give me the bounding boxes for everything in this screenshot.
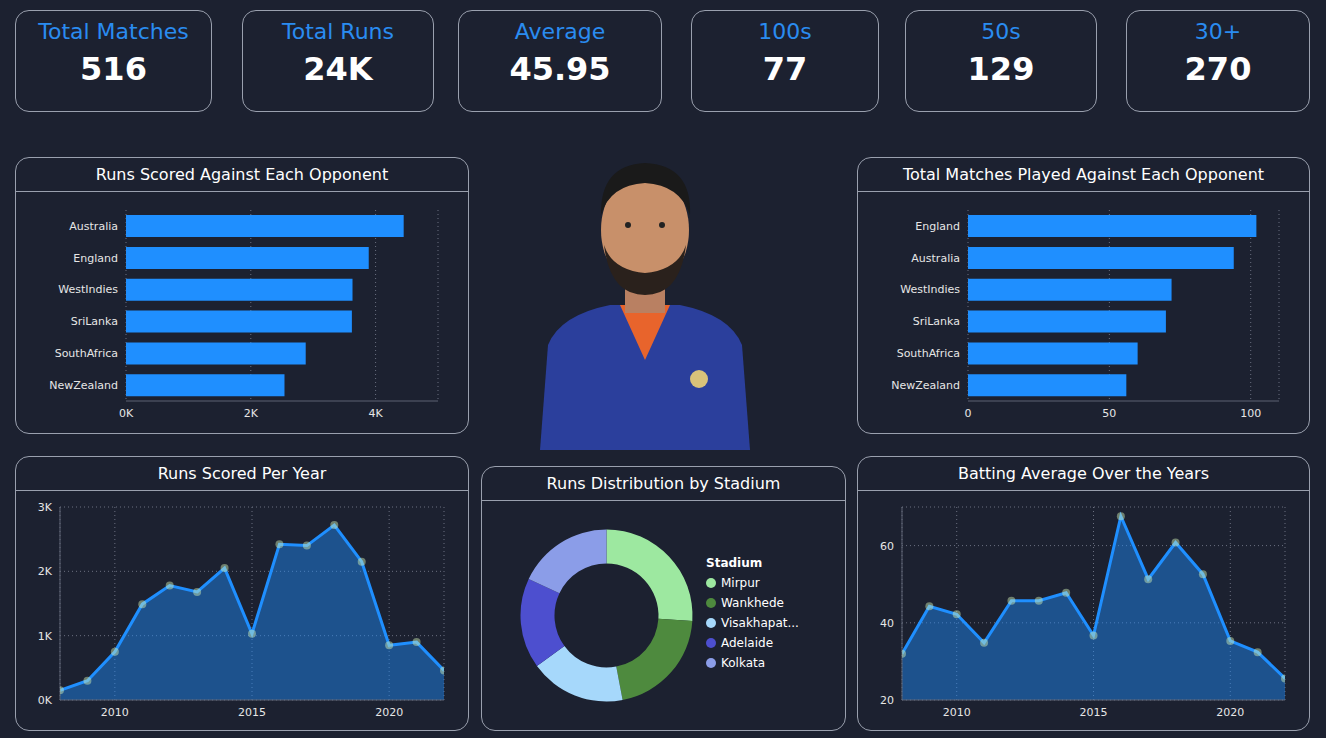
html-text:Wankhede: Wankhede [721, 595, 784, 610]
html-text:30+: 30+ [1194, 19, 1242, 44]
html-text:Runs Scored Per Year: Runs Scored Per Year [157, 464, 327, 483]
html-text:Runs Scored Against Each Oppon: Runs Scored Against Each Opponent [95, 165, 389, 184]
svg-text:SriLanka: SriLanka [913, 315, 960, 328]
html-text:Kolkata: Kolkata [721, 655, 766, 670]
html-text:Mirpur: Mirpur [721, 575, 760, 590]
svg-text:4K: 4K [368, 407, 383, 420]
svg-text:20: 20 [880, 694, 894, 707]
svg-text:NewZealand: NewZealand [891, 379, 960, 392]
svg-text:2010: 2010 [101, 706, 129, 719]
svg-text:2015: 2015 [238, 706, 266, 719]
svg-text:2015: 2015 [1080, 706, 1108, 719]
svg-text:Australia: Australia [911, 252, 960, 265]
html-text:Total Matches Played Against E: Total Matches Played Against Each Oppone… [902, 165, 1265, 184]
svg-text:3K: 3K [38, 501, 53, 514]
html-text:Total Runs: Total Runs [282, 19, 394, 44]
html-text:45.95: 45.95 [509, 50, 611, 88]
svg-text:100: 100 [1240, 407, 1261, 420]
svg-text:WestIndies: WestIndies [900, 283, 960, 296]
html-text:77: 77 [762, 50, 808, 88]
svg-text:50: 50 [1102, 407, 1116, 420]
svg-text:1K: 1K [38, 630, 53, 643]
html-text:50s: 50s [981, 19, 1021, 44]
html-text:Visakhapat...: Visakhapat... [721, 615, 799, 630]
svg-text:0: 0 [965, 407, 972, 420]
svg-text:NewZealand: NewZealand [49, 379, 118, 392]
svg-text:WestIndies: WestIndies [58, 283, 118, 296]
html-text:24K: 24K [303, 50, 373, 88]
svg-text:SriLanka: SriLanka [71, 315, 118, 328]
svg-text:England: England [915, 220, 960, 233]
html-text:Adelaide: Adelaide [721, 635, 773, 650]
svg-text:2020: 2020 [1216, 706, 1244, 719]
html-text:100s: 100s [758, 19, 812, 44]
svg-text:2010: 2010 [943, 706, 971, 719]
svg-text:SouthAfrica: SouthAfrica [55, 347, 118, 360]
svg-text:0K: 0K [38, 694, 53, 707]
html-text:Runs Distribution by Stadium: Runs Distribution by Stadium [546, 474, 781, 493]
svg-text:2020: 2020 [375, 706, 403, 719]
html-text:Average: Average [514, 19, 606, 44]
html-text:129: 129 [967, 50, 1035, 88]
svg-text:Australia: Australia [69, 220, 118, 233]
svg-text:SouthAfrica: SouthAfrica [897, 347, 960, 360]
html-text:Stadium: Stadium [706, 555, 763, 570]
svg-text:2K: 2K [244, 407, 259, 420]
html-text:516: 516 [80, 50, 147, 88]
html-text:Total Matches: Total Matches [38, 19, 189, 44]
svg-text:60: 60 [880, 540, 894, 553]
svg-text:England: England [73, 252, 118, 265]
html-text:Batting Average Over the Years: Batting Average Over the Years [958, 464, 1209, 483]
svg-text:0K: 0K [119, 407, 134, 420]
svg-text:40: 40 [880, 617, 894, 630]
html-text:270: 270 [1184, 50, 1252, 88]
svg-text:2K: 2K [38, 565, 53, 578]
